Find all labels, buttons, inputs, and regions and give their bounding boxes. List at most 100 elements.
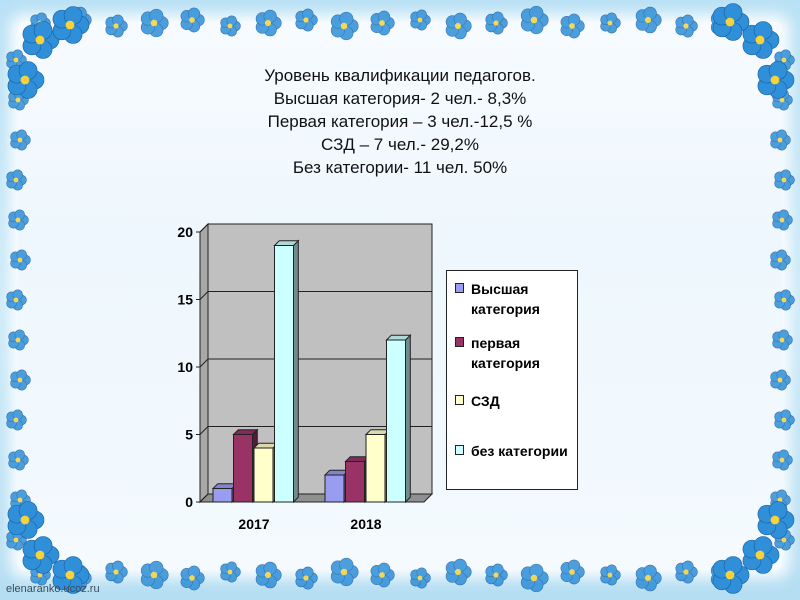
flower-icon <box>712 556 750 594</box>
bar-front <box>274 245 294 503</box>
watermark: elenaranko.ucoz.ru <box>6 583 100 595</box>
flower-icon <box>410 9 431 31</box>
flower-icon <box>520 563 549 593</box>
title-line: Первая категория – 3 чел.-12,5 % <box>267 112 533 131</box>
flower-icon <box>8 209 29 231</box>
bar-top <box>232 429 259 435</box>
flower-icon <box>10 129 31 151</box>
flower-icon <box>445 12 472 40</box>
bar-top <box>273 240 300 246</box>
flower-icon <box>770 129 791 151</box>
flower-icon <box>485 11 508 35</box>
flower-icon <box>22 536 60 574</box>
flower-icon <box>774 169 795 191</box>
flower-icon <box>7 501 45 539</box>
flower-icon <box>10 369 31 391</box>
flower-icon <box>774 409 795 431</box>
bar-front <box>233 434 253 503</box>
y-tick-label: 20 <box>177 224 193 240</box>
flower-icon <box>635 564 662 592</box>
flower-icon <box>774 289 795 311</box>
flower-icon <box>295 8 318 32</box>
bar <box>211 482 239 504</box>
bar-front <box>365 434 386 503</box>
flower-icon <box>180 7 205 33</box>
title-line: Без категории- 11 чел. 50% <box>292 158 508 177</box>
flower-icon <box>757 501 795 539</box>
legend-label: без категории <box>471 443 568 459</box>
legend-swatch <box>455 337 464 347</box>
title-line: Уровень квалификации педагогов. <box>264 66 536 85</box>
bar-front <box>324 474 345 503</box>
gridline <box>199 223 432 233</box>
flower-icon <box>742 536 780 574</box>
flower-icon <box>180 565 205 591</box>
flower-icon <box>772 449 793 471</box>
flower-icon <box>6 409 27 431</box>
y-tick-label: 0 <box>185 494 193 510</box>
flower-icon <box>140 8 169 38</box>
flower-icon <box>140 560 169 590</box>
flower-icon <box>220 15 241 37</box>
x-tick-label: 2018 <box>350 516 381 532</box>
gridline <box>199 291 432 300</box>
flower-icon <box>8 449 29 471</box>
flower-icon <box>330 11 359 41</box>
flower-icon <box>255 561 282 589</box>
flower-icon <box>105 14 128 38</box>
bar <box>273 239 300 504</box>
title-line: СЗД – 7 чел.- 29,2% <box>321 135 479 154</box>
flower-icon <box>22 21 60 59</box>
legend-label: Высшая категория <box>471 281 540 317</box>
bar-front <box>386 339 406 503</box>
flower-icon <box>370 10 395 36</box>
bar-front <box>212 488 233 503</box>
title-line: Высшая категория- 2 чел.- 8,3% <box>273 89 527 108</box>
slide-title: Уровень квалификации педагогов. Высшая к… <box>170 64 630 179</box>
flower-icon <box>220 561 241 583</box>
flower-icon <box>600 564 621 586</box>
flower-icon <box>6 289 27 311</box>
flower-icon <box>770 369 791 391</box>
y-tick-label: 5 <box>185 427 193 443</box>
flower-icon <box>520 5 549 35</box>
chart-legend: Высшая категория первая категория СЗД бе… <box>446 270 578 490</box>
flower-icon <box>330 557 359 587</box>
flower-icon <box>675 560 698 584</box>
bar-front <box>253 447 274 503</box>
legend-swatch <box>455 395 464 405</box>
legend-label: СЗД <box>471 393 500 409</box>
flower-icon <box>52 6 90 44</box>
flower-icon <box>445 558 472 586</box>
flower-icon <box>295 566 318 590</box>
bar-top <box>385 334 412 341</box>
flower-icon <box>255 9 282 37</box>
flower-icon <box>560 559 585 585</box>
flower-icon <box>6 529 27 551</box>
flower-icon <box>712 3 750 41</box>
legend-swatch <box>455 283 464 293</box>
flower-icon <box>105 560 128 584</box>
flower-icon <box>742 21 780 59</box>
bar-side <box>405 333 411 504</box>
flower-icon <box>600 12 621 34</box>
flower-icon <box>635 6 662 34</box>
flower-icon <box>52 556 90 594</box>
flower-icon <box>560 13 585 39</box>
flower-icon <box>7 61 45 99</box>
flower-icon <box>485 563 508 587</box>
flower-icon <box>770 249 791 271</box>
flower-icon <box>410 567 431 589</box>
flower-icon <box>10 249 31 271</box>
flower-icon <box>370 562 395 588</box>
bar <box>385 333 412 504</box>
bar-front <box>345 461 365 503</box>
y-tick-label: 15 <box>177 292 193 308</box>
y-tick-label: 10 <box>177 359 193 375</box>
flower-icon <box>772 329 793 351</box>
flower-icon <box>675 14 698 38</box>
legend-swatch <box>455 445 464 455</box>
x-tick-label: 2017 <box>238 516 269 532</box>
legend-label: первая категория <box>471 335 540 371</box>
